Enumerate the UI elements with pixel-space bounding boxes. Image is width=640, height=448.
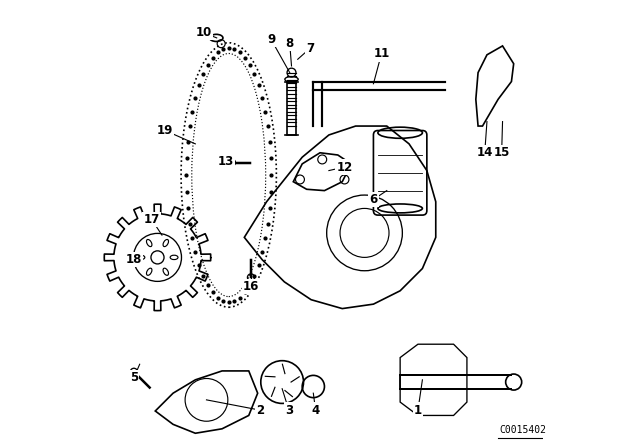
Text: 7: 7 <box>306 42 314 55</box>
Text: 16: 16 <box>243 280 259 293</box>
Text: 1: 1 <box>414 404 422 417</box>
Text: 6: 6 <box>369 193 378 206</box>
Text: 13: 13 <box>218 155 234 168</box>
Text: 11: 11 <box>373 47 390 60</box>
Text: 4: 4 <box>312 404 319 417</box>
Text: 9: 9 <box>267 33 275 46</box>
Text: 5: 5 <box>130 371 138 384</box>
Text: 17: 17 <box>143 213 160 226</box>
Text: 18: 18 <box>125 253 142 266</box>
Text: 12: 12 <box>337 160 353 173</box>
Text: 15: 15 <box>493 146 510 159</box>
Text: 19: 19 <box>157 124 173 137</box>
Text: 3: 3 <box>285 404 293 417</box>
Text: 2: 2 <box>256 404 264 417</box>
Text: C0015402: C0015402 <box>499 426 546 435</box>
Text: 14: 14 <box>477 146 493 159</box>
Text: 8: 8 <box>285 37 294 50</box>
Bar <box>287 82 296 135</box>
Text: 10: 10 <box>195 26 211 39</box>
